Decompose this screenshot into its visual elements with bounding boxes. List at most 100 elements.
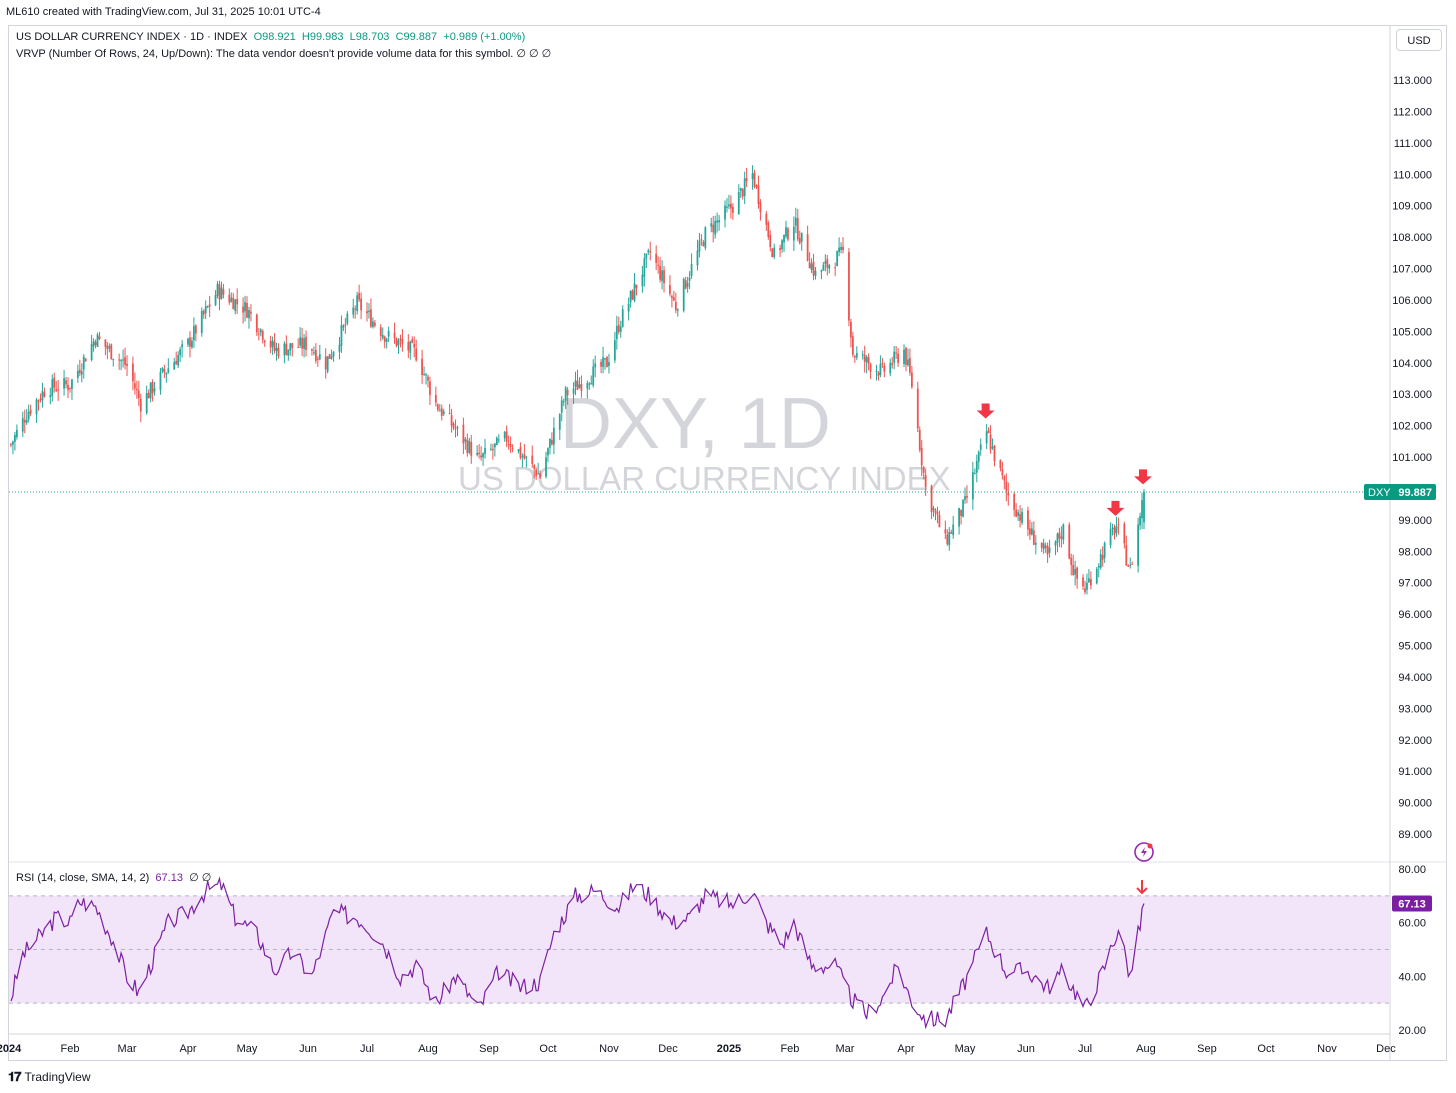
candle-body [358, 292, 361, 300]
price-tick-label: 90.000 [1398, 798, 1432, 810]
candle-body [415, 348, 418, 361]
time-axis[interactable]: 2024 Feb Mar Apr May Jun Jul Aug Sep Oct Nov Dec 202… [0, 1043, 1396, 1055]
price-tick-label: 107.000 [1392, 264, 1432, 276]
candle-body [409, 341, 412, 353]
candle-body [216, 283, 219, 296]
candle-body [1060, 536, 1063, 539]
candle-body [558, 414, 561, 430]
candle-body [726, 206, 728, 208]
candle-body [771, 248, 774, 258]
candle-body [1127, 565, 1130, 567]
candle-body [133, 383, 136, 389]
candle-body [442, 411, 445, 415]
last-price-symbol: DXY [1368, 487, 1391, 499]
candle-body [755, 185, 758, 187]
candle-body [311, 349, 313, 351]
candle-body [891, 363, 894, 365]
price-axis[interactable]: 89.000 90.000 91.000 92.000 93.000 94.000 95.0… [1392, 75, 1432, 841]
symbol-legend[interactable]: US DOLLAR CURRENCY INDEX · 1D · INDEX O9… [16, 31, 525, 43]
price-tick-label: 93.000 [1398, 703, 1432, 715]
candle-body [1113, 527, 1116, 535]
candle-body [728, 204, 730, 207]
candle-body [326, 356, 329, 372]
candle-body [779, 248, 781, 250]
candle-body [944, 529, 947, 534]
candle-body [1097, 565, 1100, 568]
rsi-suffix: ∅ ∅ [189, 872, 212, 884]
candle-body [739, 187, 742, 191]
candle-body [946, 534, 949, 545]
candle-body [177, 355, 180, 366]
candle-body [1068, 524, 1071, 559]
time-tick-label: Aug [1136, 1043, 1156, 1055]
candle-body [649, 251, 652, 253]
candle-body [21, 417, 24, 432]
candle-body [824, 261, 827, 264]
candle-body [299, 337, 302, 346]
candle-body [493, 443, 496, 448]
candle-body [448, 413, 451, 415]
candle-body [90, 344, 93, 360]
rsi-tick-label: 60.00 [1398, 918, 1426, 930]
candle-body [35, 399, 38, 415]
candle-body [222, 289, 225, 295]
candle-body [910, 372, 913, 387]
time-tick-label: Nov [1317, 1043, 1337, 1055]
price-tick-label: 108.000 [1392, 232, 1432, 244]
price-tick-label: 97.000 [1398, 578, 1432, 590]
candle-body [1088, 578, 1090, 583]
time-tick-label: 2025 [717, 1043, 741, 1055]
last-price-value: 99.887 [1398, 487, 1432, 499]
candle-body [202, 310, 205, 315]
candle-body [718, 220, 721, 223]
candle-body [757, 185, 760, 205]
candle-body [96, 334, 99, 347]
price-tick-label: 112.000 [1393, 106, 1432, 118]
candle-body [301, 337, 303, 349]
candle-body [289, 343, 292, 351]
candle-body [684, 280, 687, 289]
tradingview-logo[interactable]: 𝟏𝟕 TradingView [8, 1069, 91, 1085]
candle-body [15, 429, 18, 438]
candle-body [206, 306, 209, 308]
rsi-axis[interactable]: 20.00 40.00 60.00 80.00 [1398, 864, 1426, 1037]
candle-body [63, 378, 65, 389]
price-tick-label: 95.000 [1398, 641, 1432, 653]
candle-body [574, 380, 577, 387]
candle-body [112, 358, 115, 360]
candle-body [53, 377, 56, 388]
candle-body [452, 423, 455, 428]
candle-body [393, 332, 396, 339]
candle-body [1017, 512, 1020, 516]
candle-body [65, 380, 67, 385]
candle-body [975, 461, 978, 473]
candle-body [271, 340, 274, 347]
price-tick-label: 109.000 [1392, 201, 1432, 213]
candle-body [135, 388, 138, 391]
candle-body [316, 358, 319, 360]
rsi-legend[interactable]: RSI (14, close, SMA, 14, 2) 67.13 ∅ ∅ [16, 871, 211, 884]
candle-body [690, 264, 693, 277]
candle-body [263, 340, 266, 343]
candle-body [194, 325, 197, 334]
candle-body [208, 304, 211, 307]
alert-icon[interactable] [1134, 842, 1154, 862]
rsi-series [10, 876, 1145, 1030]
currency-button[interactable]: USD [1396, 29, 1442, 51]
vrvp-legend[interactable]: VRVP (Number Of Rows, 24, Up/Down): The … [16, 48, 552, 60]
candle-body [710, 223, 713, 227]
candle-body [798, 237, 801, 244]
candle-body [78, 369, 81, 374]
candle-body [372, 321, 374, 327]
candle-body [503, 431, 506, 439]
candle-body [922, 467, 925, 473]
candle-body [387, 330, 390, 337]
candle-body [1084, 588, 1086, 593]
candle-body [672, 297, 675, 301]
candle-body [214, 294, 217, 306]
candle-body [989, 434, 992, 450]
candle-body [814, 270, 817, 277]
candle-body [261, 330, 264, 340]
candle-body [659, 265, 662, 280]
